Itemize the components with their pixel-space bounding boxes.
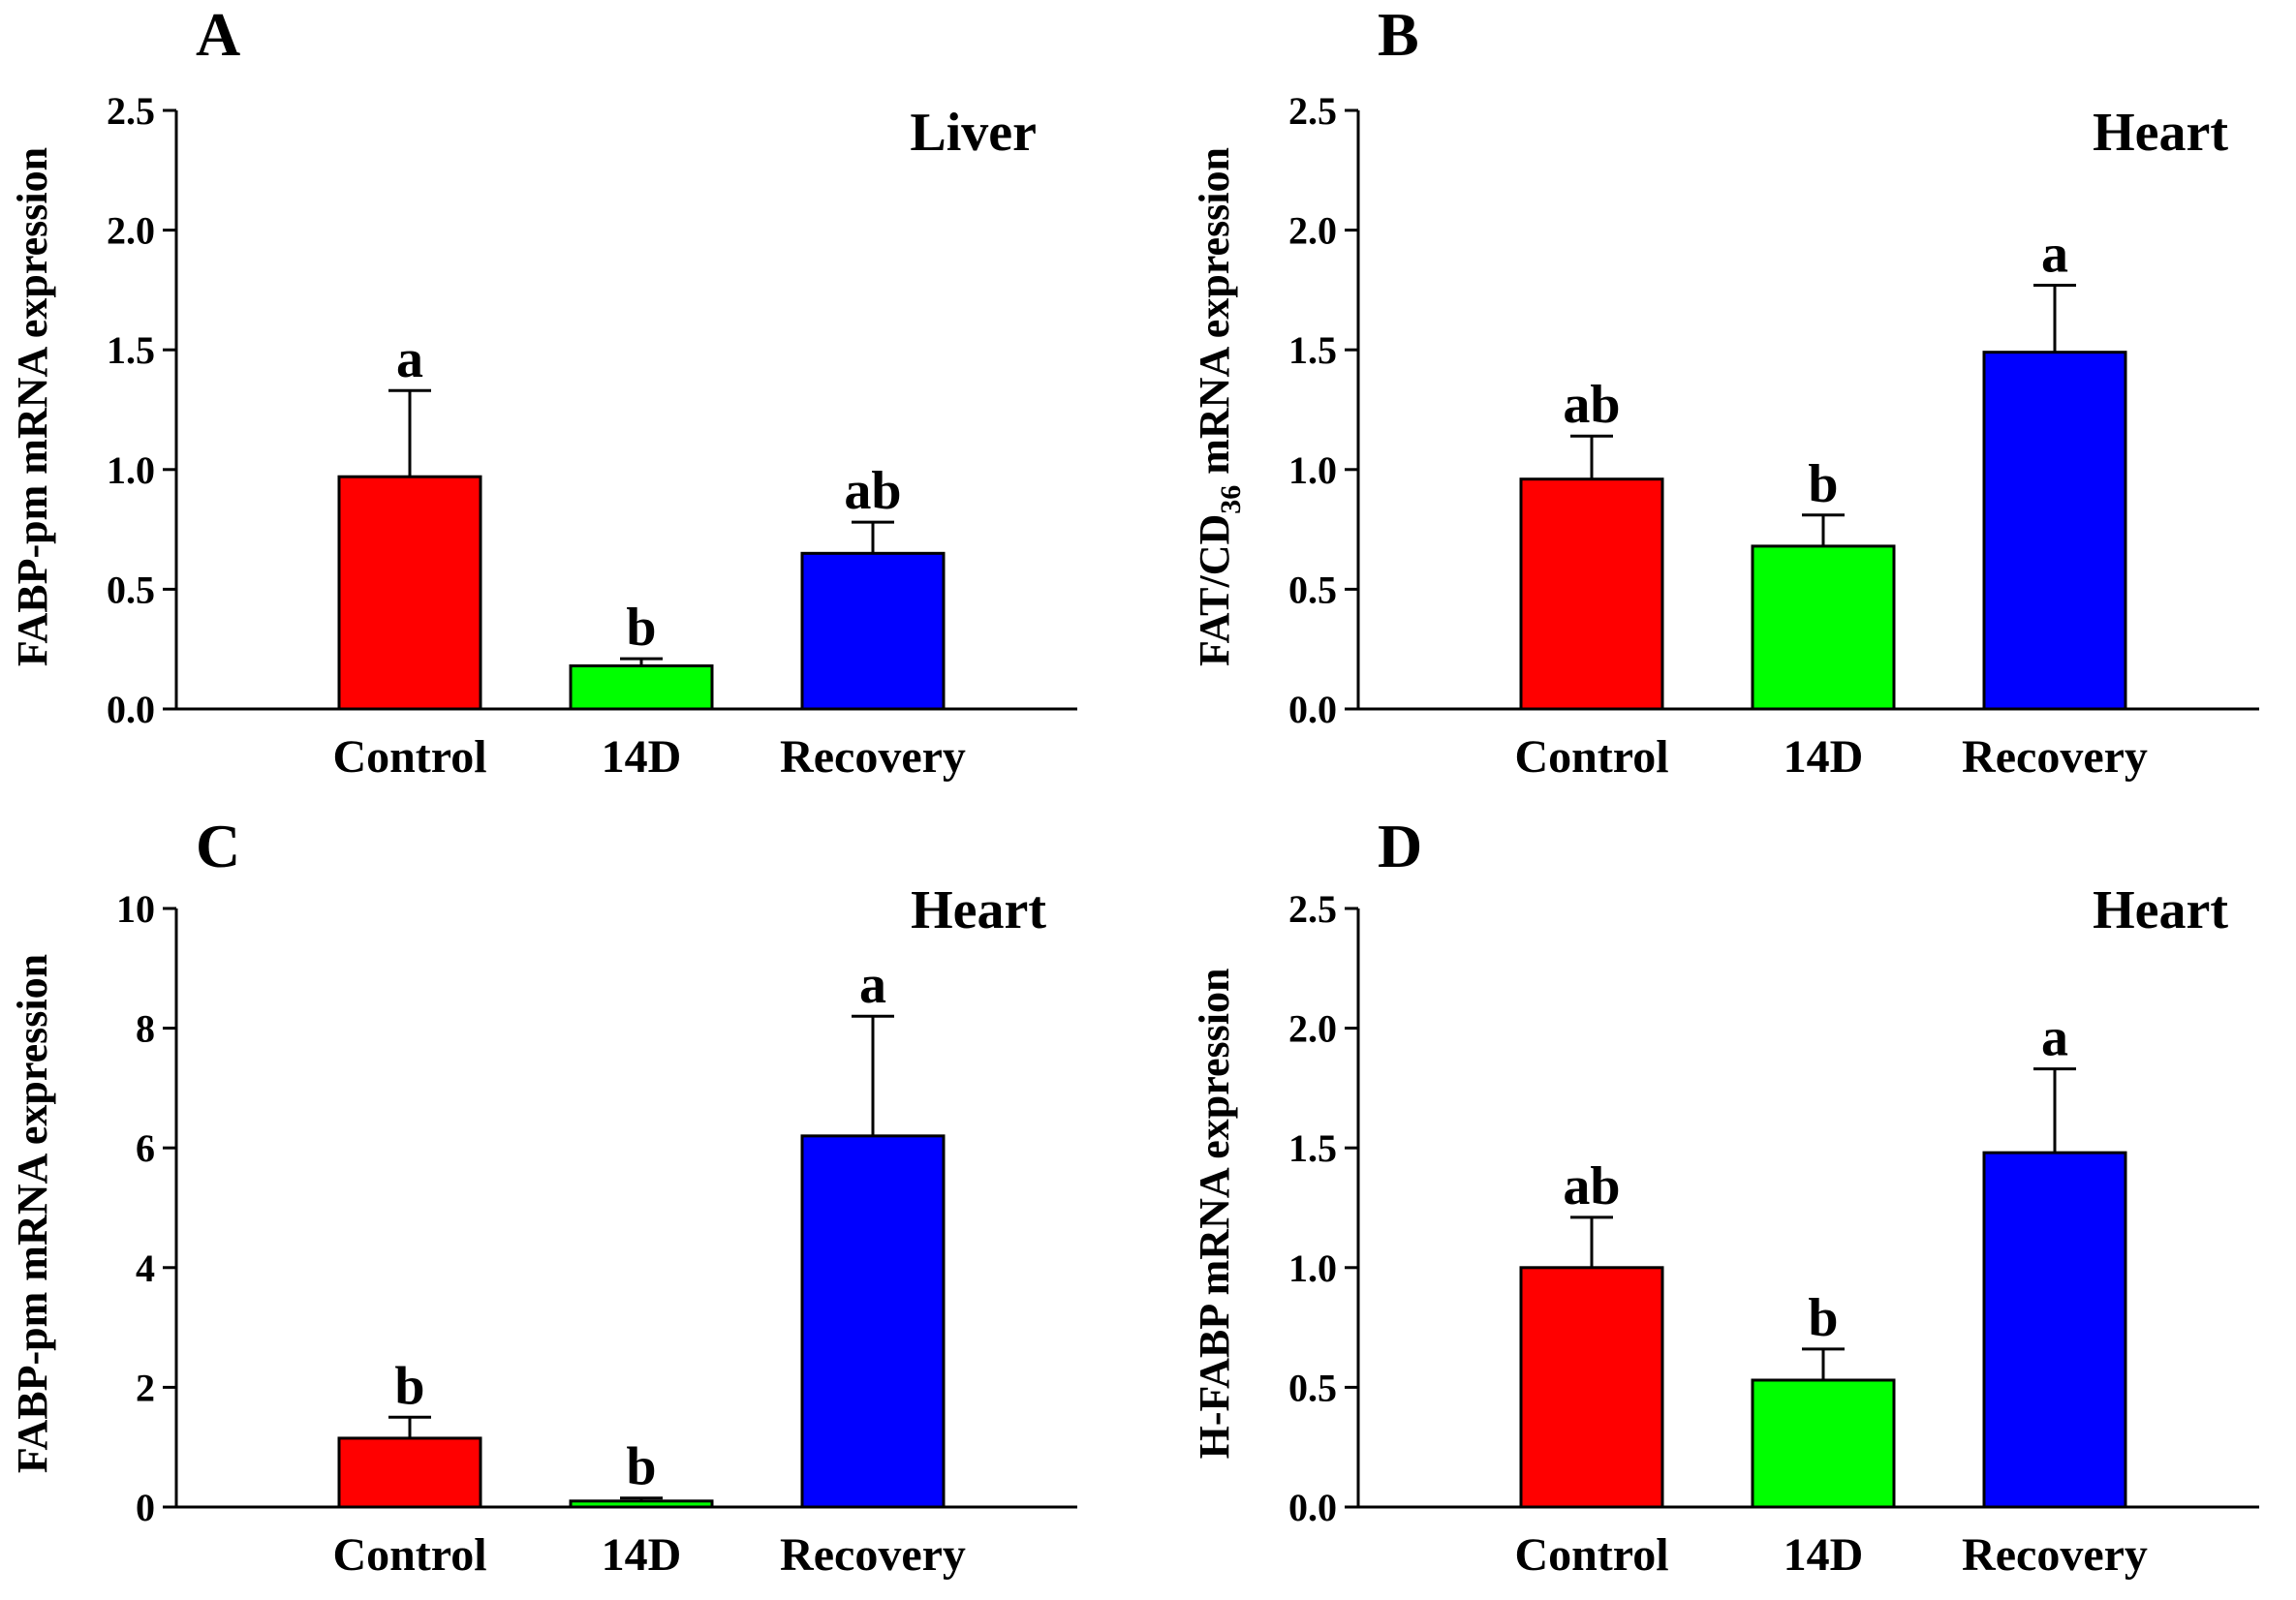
y-tick-label: 2 <box>136 1366 155 1409</box>
bar-recovery <box>800 1134 946 1509</box>
y-tick-label: 0.0 <box>107 688 155 731</box>
x-category-label: 14D <box>602 731 682 783</box>
bar-control <box>337 1436 482 1509</box>
x-category-label: Control <box>1514 731 1668 783</box>
bar-control <box>1519 477 1664 711</box>
panel-a: A Liver FABP-pm mRNA expression 0.0 0.5 1.… <box>9 0 1077 783</box>
y-tick-label: 0.5 <box>107 568 155 611</box>
y-tick-label: 0 <box>136 1486 155 1529</box>
y-tick-label: 1.5 <box>107 328 155 372</box>
significance-label: a <box>396 329 423 389</box>
bar-recovery <box>800 551 946 711</box>
significance-label: b <box>1808 454 1838 514</box>
y-tick-label: 2.5 <box>1288 89 1337 133</box>
significance-label: b <box>1808 1288 1838 1348</box>
bar-recovery <box>1982 1151 2127 1509</box>
x-category-label: Recovery <box>1962 1529 2148 1581</box>
y-axis-label: H-FABP mRNA expression <box>1191 969 1238 1460</box>
y-tick-label: 1.5 <box>1288 1126 1337 1170</box>
bar-14d <box>569 1499 714 1509</box>
y-tick-label: 1.0 <box>1288 1246 1337 1290</box>
y-axis-label-rest: mRNA expression <box>1191 147 1238 485</box>
plot-area: 0.0 0.5 1.0 1.5 2.0 2.5 ab Control b 14D a Recovery <box>1288 887 2259 1581</box>
x-category-label: Control <box>332 1529 486 1581</box>
y-tick-label: 8 <box>136 1007 155 1051</box>
y-tick-label: 2.5 <box>107 89 155 133</box>
bar-control <box>1519 1266 1664 1509</box>
x-category-label: 14D <box>1784 731 1864 783</box>
bar-control <box>337 475 482 711</box>
y-tick-label: 2.0 <box>1288 1007 1337 1051</box>
x-category-label: Recovery <box>1962 731 2148 783</box>
y-tick-label: 2.0 <box>107 209 155 253</box>
significance-label: a <box>2041 1008 2068 1068</box>
significance-label: ab <box>844 461 901 521</box>
y-tick-label: 0.5 <box>1288 568 1337 611</box>
tissue-label: Heart <box>2093 880 2228 940</box>
tissue-label: Heart <box>2093 103 2228 163</box>
y-tick-label: 2.0 <box>1288 209 1337 253</box>
y-tick-label: 0.0 <box>1288 688 1337 731</box>
x-category-label: Control <box>332 731 486 783</box>
y-tick-label: 1.0 <box>107 448 155 492</box>
panel-b: B Heart FAT/CD36 mRNA expression 0.0 0.5 1… <box>1191 0 2259 783</box>
tissue-label: Heart <box>911 880 1046 940</box>
significance-label: b <box>626 598 656 658</box>
y-tick-label: 1.0 <box>1288 448 1337 492</box>
significance-label: b <box>394 1356 424 1416</box>
y-axis-label: FAT/CD36 mRNA expression <box>1191 147 1247 666</box>
significance-label: b <box>626 1437 656 1497</box>
tissue-label: Liver <box>910 103 1037 163</box>
panel-c: C Heart FABP-pm mRNA expression 0 2 4 6 8 10 b… <box>9 812 1077 1581</box>
bar-14d <box>1751 544 1896 711</box>
plot-area: 0.0 0.5 1.0 1.5 2.0 2.5 a Control b 14D ab Recovery <box>107 89 1077 783</box>
y-tick-label: 2.5 <box>1288 887 1337 931</box>
significance-label: a <box>859 955 886 1015</box>
significance-label: ab <box>1563 1156 1620 1216</box>
bar-14d <box>1751 1378 1896 1509</box>
panel-letter: A <box>196 0 240 69</box>
y-tick-label: 6 <box>136 1126 155 1170</box>
significance-label: ab <box>1563 375 1620 435</box>
x-category-label: Recovery <box>780 731 966 783</box>
y-tick-label: 0.0 <box>1288 1486 1337 1529</box>
y-tick-label: 10 <box>116 887 155 931</box>
panel-letter: D <box>1378 812 1422 880</box>
plot-area: 0 2 4 6 8 10 b Control b 14D a Recovery <box>116 887 1077 1581</box>
y-tick-label: 0.5 <box>1288 1366 1337 1409</box>
x-category-label: Control <box>1514 1529 1668 1581</box>
y-tick-label: 4 <box>136 1246 155 1290</box>
significance-label: a <box>2041 224 2068 284</box>
x-category-label: 14D <box>602 1529 682 1581</box>
y-axis-label-main: FAT/CD <box>1191 514 1238 666</box>
panel-letter: B <box>1378 0 1419 69</box>
panel-d: D Heart H-FABP mRNA expression 0.0 0.5 1.0… <box>1191 812 2259 1581</box>
x-category-label: 14D <box>1784 1529 1864 1581</box>
bar-14d <box>569 664 714 711</box>
plot-area: 0.0 0.5 1.0 1.5 2.0 2.5 ab Control b 14D a Recovery <box>1288 89 2259 783</box>
x-category-label: Recovery <box>780 1529 966 1581</box>
y-axis-label: FABP-pm mRNA expression <box>9 147 56 666</box>
y-tick-label: 1.5 <box>1288 328 1337 372</box>
y-axis-label: FABP-pm mRNA expression <box>9 954 56 1473</box>
bar-recovery <box>1982 351 2127 711</box>
y-axis-label-subscript: 36 <box>1215 485 1247 514</box>
panel-letter: C <box>196 812 240 880</box>
